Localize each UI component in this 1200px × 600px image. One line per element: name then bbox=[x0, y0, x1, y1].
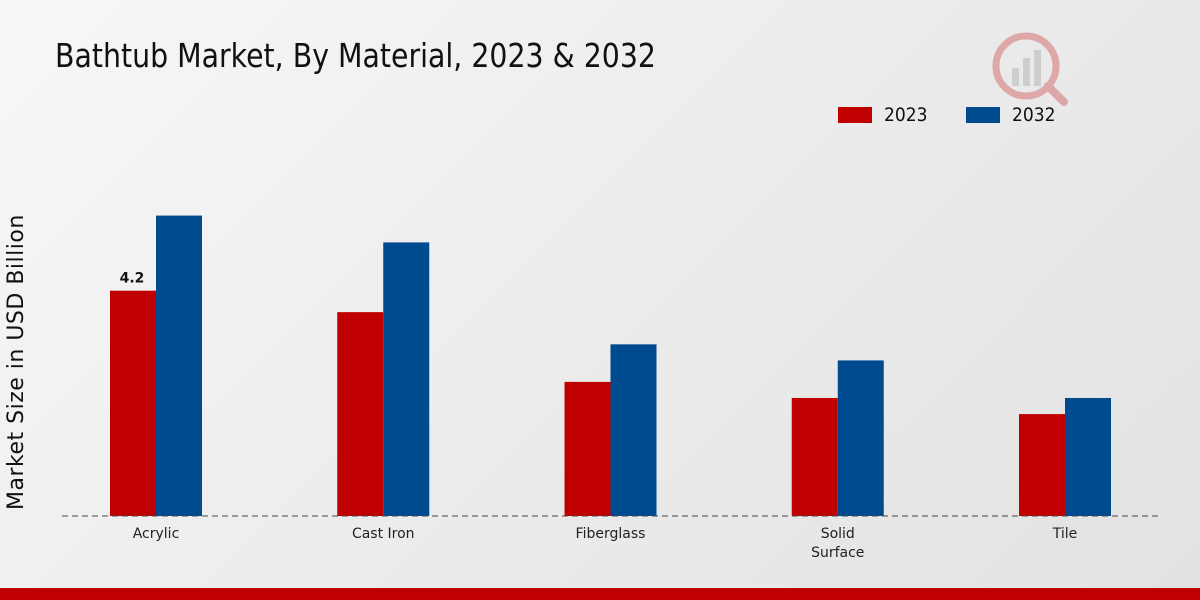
bar-2023-acrylic bbox=[110, 290, 156, 516]
legend: 2023 2032 bbox=[838, 104, 1095, 126]
watermark-logo-icon bbox=[992, 32, 1068, 106]
legend-swatch-2032 bbox=[966, 107, 1001, 123]
bar-2023-tile bbox=[1019, 414, 1065, 516]
bar-2023-solid-surface bbox=[791, 397, 838, 516]
bar-2032-solid-surface bbox=[837, 360, 884, 516]
footer-bar bbox=[0, 588, 1200, 600]
data-label: 4.2 bbox=[120, 271, 145, 287]
legend-label-2032: 2032 bbox=[1012, 104, 1056, 126]
bar-2032-fiberglass bbox=[610, 344, 657, 516]
x-tick-label-acrylic: Acrylic bbox=[133, 526, 180, 542]
chart-title: Bathtub Market, By Material, 2023 & 2032 bbox=[55, 36, 656, 75]
x-tick-label-tile: Tile bbox=[1052, 526, 1078, 542]
bar-2032-cast-iron bbox=[383, 242, 430, 516]
legend-item-2032: 2032 bbox=[966, 104, 1060, 126]
x-tick-label-solid-surface: Solid Surface bbox=[811, 526, 864, 561]
x-tick-label-fiberglass: Fiberglass bbox=[576, 526, 646, 542]
legend-label-2023: 2023 bbox=[884, 104, 928, 126]
bar-2032-tile bbox=[1065, 397, 1111, 516]
legend-swatch-2023 bbox=[838, 107, 872, 123]
legend-item-2023: 2023 bbox=[838, 104, 932, 126]
x-tick-label-cast-iron: Cast Iron bbox=[352, 526, 415, 542]
bar-2023-cast-iron bbox=[337, 312, 384, 516]
bar-2032-acrylic bbox=[156, 215, 202, 516]
bar-2023-fiberglass bbox=[564, 381, 611, 516]
